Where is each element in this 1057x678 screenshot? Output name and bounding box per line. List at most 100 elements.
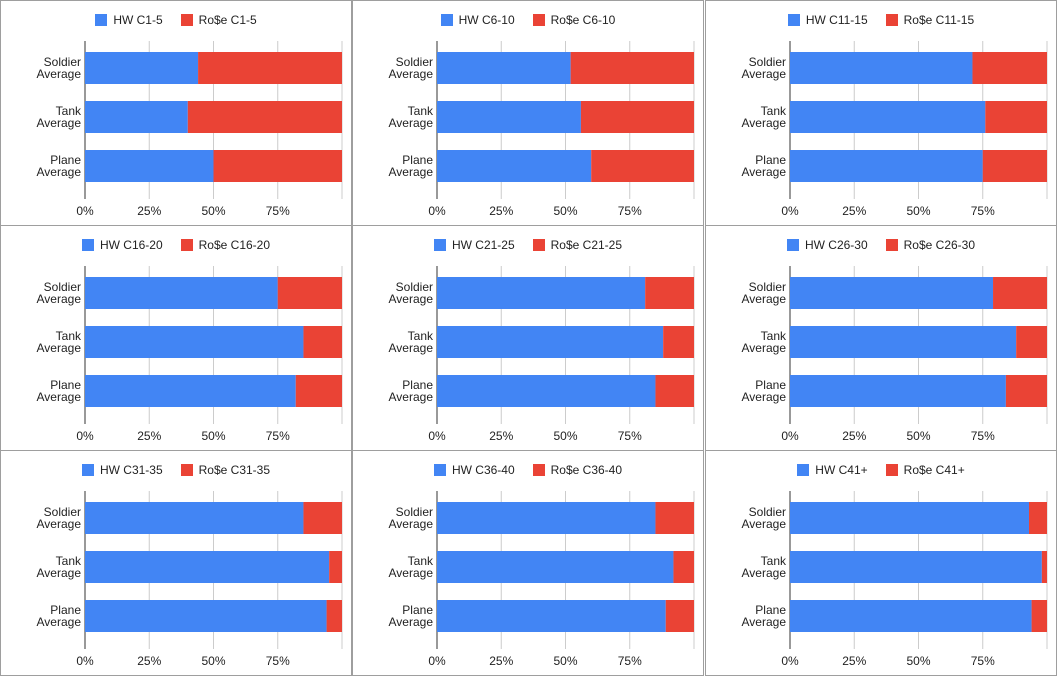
- legend-item-hw: HW C11-15: [787, 13, 868, 27]
- bar-rose-tank: [673, 551, 694, 583]
- bar-hw-plane: [85, 375, 296, 407]
- legend-label: Ro$e C36-40: [550, 463, 623, 477]
- legend-swatch: [95, 14, 108, 26]
- legend-label: HW C21-25: [451, 238, 515, 252]
- category-label: Plane Average: [37, 378, 82, 404]
- legend-item-hw: HW C1-5: [95, 13, 163, 27]
- stacked-bar-chart: Soldier Average Tank Average Plane Average 0% 2…: [742, 41, 1048, 218]
- chart-panel-4: HW C16-20 Ro$e C16-20 Soldier Average Tank Av…: [0, 225, 352, 451]
- x-tick-label: 75%: [971, 654, 995, 668]
- x-tick-label: 50%: [201, 204, 225, 218]
- legend-swatch: [433, 239, 446, 251]
- category-label: Plane Average: [742, 378, 787, 404]
- x-tick-label: 0%: [428, 654, 446, 668]
- legend-label: HW C6-10: [458, 13, 515, 27]
- legend-item-hw: HW C16-20: [81, 238, 163, 252]
- bar-rose-plane: [982, 150, 1047, 182]
- bar-hw-tank: [437, 101, 581, 133]
- bar-hw-soldier: [790, 277, 994, 309]
- category-label: Soldier Average: [37, 280, 82, 306]
- legend-swatch: [797, 464, 810, 476]
- x-tick-label: 75%: [618, 429, 642, 443]
- chart-legend: HW C1-5 Ro$e C1-5: [1, 9, 351, 31]
- bar-rose-tank: [1041, 551, 1047, 583]
- category-label: Soldier Average: [742, 505, 787, 531]
- x-tick-label: 25%: [137, 204, 161, 218]
- legend-label: Ro$e C16-20: [198, 238, 271, 252]
- category-label: Plane Average: [389, 603, 434, 629]
- stacked-bar-chart: Soldier Average Tank Average Plane Average 0% 2…: [37, 491, 343, 668]
- chart-panel-3: HW C11-15 Ro$e C11-15 Soldier Average Tank Av…: [705, 0, 1057, 226]
- bar-rose-soldier: [655, 502, 694, 534]
- category-label: Soldier Average: [389, 505, 434, 531]
- category-label: Plane Average: [389, 153, 434, 179]
- x-tick-label: 50%: [906, 429, 930, 443]
- bar-hw-plane: [790, 375, 1006, 407]
- chart-panel-2: HW C6-10 Ro$e C6-10 Soldier Average Tank Aver…: [352, 0, 704, 226]
- bar-hw-tank: [790, 551, 1042, 583]
- category-label: Tank Average: [37, 329, 82, 355]
- x-tick-label: 0%: [781, 204, 799, 218]
- legend-label: Ro$e C6-10: [550, 13, 616, 27]
- x-tick-label: 25%: [489, 654, 513, 668]
- x-tick-label: 50%: [201, 429, 225, 443]
- x-tick-label: 50%: [553, 429, 577, 443]
- bar-hw-tank: [790, 326, 1017, 358]
- legend-item-hw: HW C36-40: [433, 463, 515, 477]
- chart-legend: HW C31-35 Ro$e C31-35: [1, 459, 351, 481]
- x-tick-label: 75%: [618, 654, 642, 668]
- x-tick-label: 0%: [428, 204, 446, 218]
- x-tick-label: 50%: [553, 654, 577, 668]
- bar-hw-tank: [790, 101, 986, 133]
- bar-rose-tank: [329, 551, 342, 583]
- chart-legend: HW C21-25 Ro$e C21-25: [353, 234, 703, 256]
- stacked-bar-chart: Soldier Average Tank Average Plane Average 0% 2…: [37, 266, 343, 443]
- legend-swatch: [532, 239, 545, 251]
- category-label: Soldier Average: [389, 55, 434, 81]
- legend-label: HW C41+: [815, 463, 868, 477]
- x-tick-label: 25%: [842, 429, 866, 443]
- bar-rose-soldier: [303, 502, 342, 534]
- legend-swatch: [440, 14, 453, 26]
- category-label: Plane Average: [37, 603, 82, 629]
- category-label: Plane Average: [389, 378, 434, 404]
- x-tick-label: 75%: [266, 204, 290, 218]
- chart-panel-1: HW C1-5 Ro$e C1-5 Soldier Average Tank Averag…: [0, 0, 352, 226]
- x-tick-label: 25%: [489, 204, 513, 218]
- x-tick-label: 75%: [971, 204, 995, 218]
- bar-rose-soldier: [277, 277, 342, 309]
- legend-swatch: [787, 14, 800, 26]
- x-tick-label: 0%: [428, 429, 446, 443]
- legend-item-hw: HW C26-30: [786, 238, 868, 252]
- category-label: Tank Average: [389, 554, 434, 580]
- legend-label: HW C26-30: [804, 238, 868, 252]
- bar-rose-tank: [303, 326, 342, 358]
- category-label: Plane Average: [742, 153, 787, 179]
- stacked-bar-chart: Soldier Average Tank Average Plane Average 0% 2…: [742, 266, 1048, 443]
- x-tick-label: 75%: [266, 429, 290, 443]
- chart-panel-8: HW C36-40 Ro$e C36-40 Soldier Average Tank Av…: [352, 450, 704, 676]
- x-tick-label: 50%: [906, 654, 930, 668]
- bar-rose-tank: [187, 101, 342, 133]
- bar-rose-tank: [580, 101, 694, 133]
- bar-rose-soldier: [993, 277, 1047, 309]
- legend-label: Ro$e C11-15: [903, 13, 975, 27]
- chart-panel-9: HW C41+ Ro$e C41+ Soldier Average Tank Averag…: [705, 450, 1057, 676]
- legend-swatch: [81, 239, 94, 251]
- bar-hw-plane: [437, 375, 656, 407]
- chart-legend: HW C11-15 Ro$e C11-15: [706, 9, 1056, 31]
- x-tick-label: 50%: [553, 204, 577, 218]
- bar-hw-soldier: [85, 502, 304, 534]
- category-label: Soldier Average: [742, 55, 787, 81]
- category-label: Soldier Average: [37, 505, 82, 531]
- chart-legend: HW C36-40 Ro$e C36-40: [353, 459, 703, 481]
- bar-rose-tank: [985, 101, 1047, 133]
- x-tick-label: 75%: [618, 204, 642, 218]
- legend-swatch: [433, 464, 446, 476]
- bar-hw-tank: [85, 551, 330, 583]
- stacked-bar-chart: Soldier Average Tank Average Plane Average 0% 2…: [389, 266, 695, 443]
- bar-rose-plane: [295, 375, 342, 407]
- legend-item-rose: Ro$e C1-5: [180, 13, 257, 27]
- legend-label: HW C1-5: [113, 13, 163, 27]
- legend-item-rose: Ro$e C41+: [885, 463, 965, 477]
